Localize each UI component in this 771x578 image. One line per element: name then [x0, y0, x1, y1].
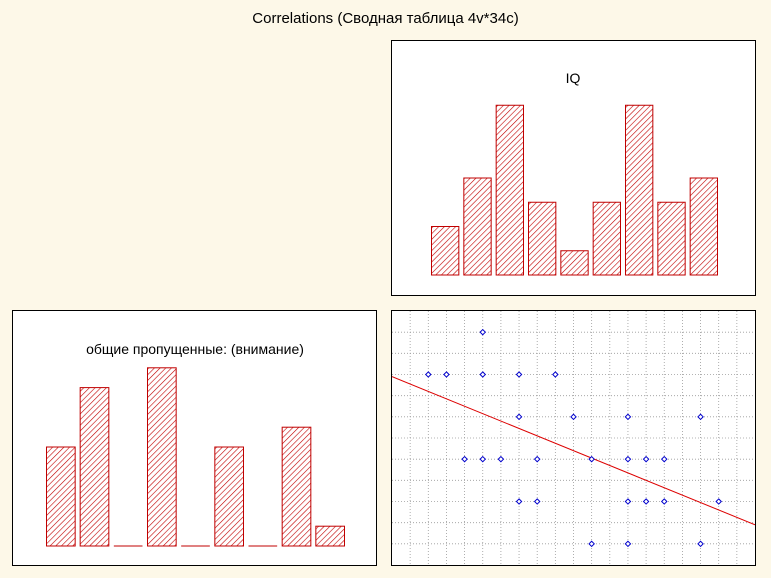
histogram-bar [657, 201, 686, 276]
histogram-bar [528, 201, 557, 276]
histogram-bar [79, 387, 110, 547]
scatter-point [715, 498, 723, 505]
scatter-point [515, 498, 523, 505]
regression-line [392, 376, 755, 526]
scatterplot [392, 311, 755, 565]
omissions-histogram-panel: общие пропущенные: (внимание) [12, 310, 377, 566]
scatter-point [642, 455, 650, 463]
histogram-bar [495, 104, 524, 276]
scatter-point [570, 413, 577, 421]
scatter-point [497, 455, 505, 463]
scatter-point [479, 371, 487, 378]
histogram-bar [463, 177, 492, 276]
scatter-point [424, 371, 432, 378]
histogram-bar [315, 525, 346, 547]
scatter-point [660, 455, 668, 463]
iq-histogram: IQ [431, 70, 718, 276]
scatter-point [588, 455, 595, 463]
scatter-point [624, 540, 632, 548]
scatter-point [552, 371, 559, 378]
scatter-point [624, 455, 632, 463]
histogram-bar [46, 446, 76, 547]
histogram-bar [592, 201, 622, 276]
scatter-point [697, 413, 704, 421]
scatter-point [588, 540, 595, 548]
scatter-point [624, 498, 632, 505]
histogram-bar [625, 104, 654, 276]
scatter-point [533, 498, 541, 505]
scatter-point [642, 498, 650, 505]
scatter-point [461, 455, 468, 463]
scatter-point [515, 371, 523, 378]
histogram-bar [147, 367, 177, 547]
scatter-point [660, 498, 668, 505]
scatterplot-panel [391, 310, 756, 566]
histogram-bar [431, 226, 460, 276]
histogram-bar [560, 250, 589, 276]
scatter-point [479, 328, 487, 336]
scatter-point [515, 413, 523, 421]
scatter-point [624, 413, 632, 421]
histogram-title: общие пропущенные: (внимание) [86, 341, 304, 357]
histogram-bar [214, 446, 244, 547]
histogram-bar [689, 177, 718, 276]
histogram-bar [281, 426, 312, 547]
page-title: Correlations (Сводная таблица 4v*34c) [252, 10, 519, 27]
scatter-point [479, 455, 487, 463]
iq-histogram-panel: IQ [391, 40, 756, 296]
omissions-histogram: общие пропущенные: (внимание) [46, 341, 346, 547]
scatter-point [697, 540, 704, 548]
scatter-point [533, 455, 541, 463]
scatter-point [443, 371, 450, 378]
histogram-title: IQ [566, 70, 581, 86]
